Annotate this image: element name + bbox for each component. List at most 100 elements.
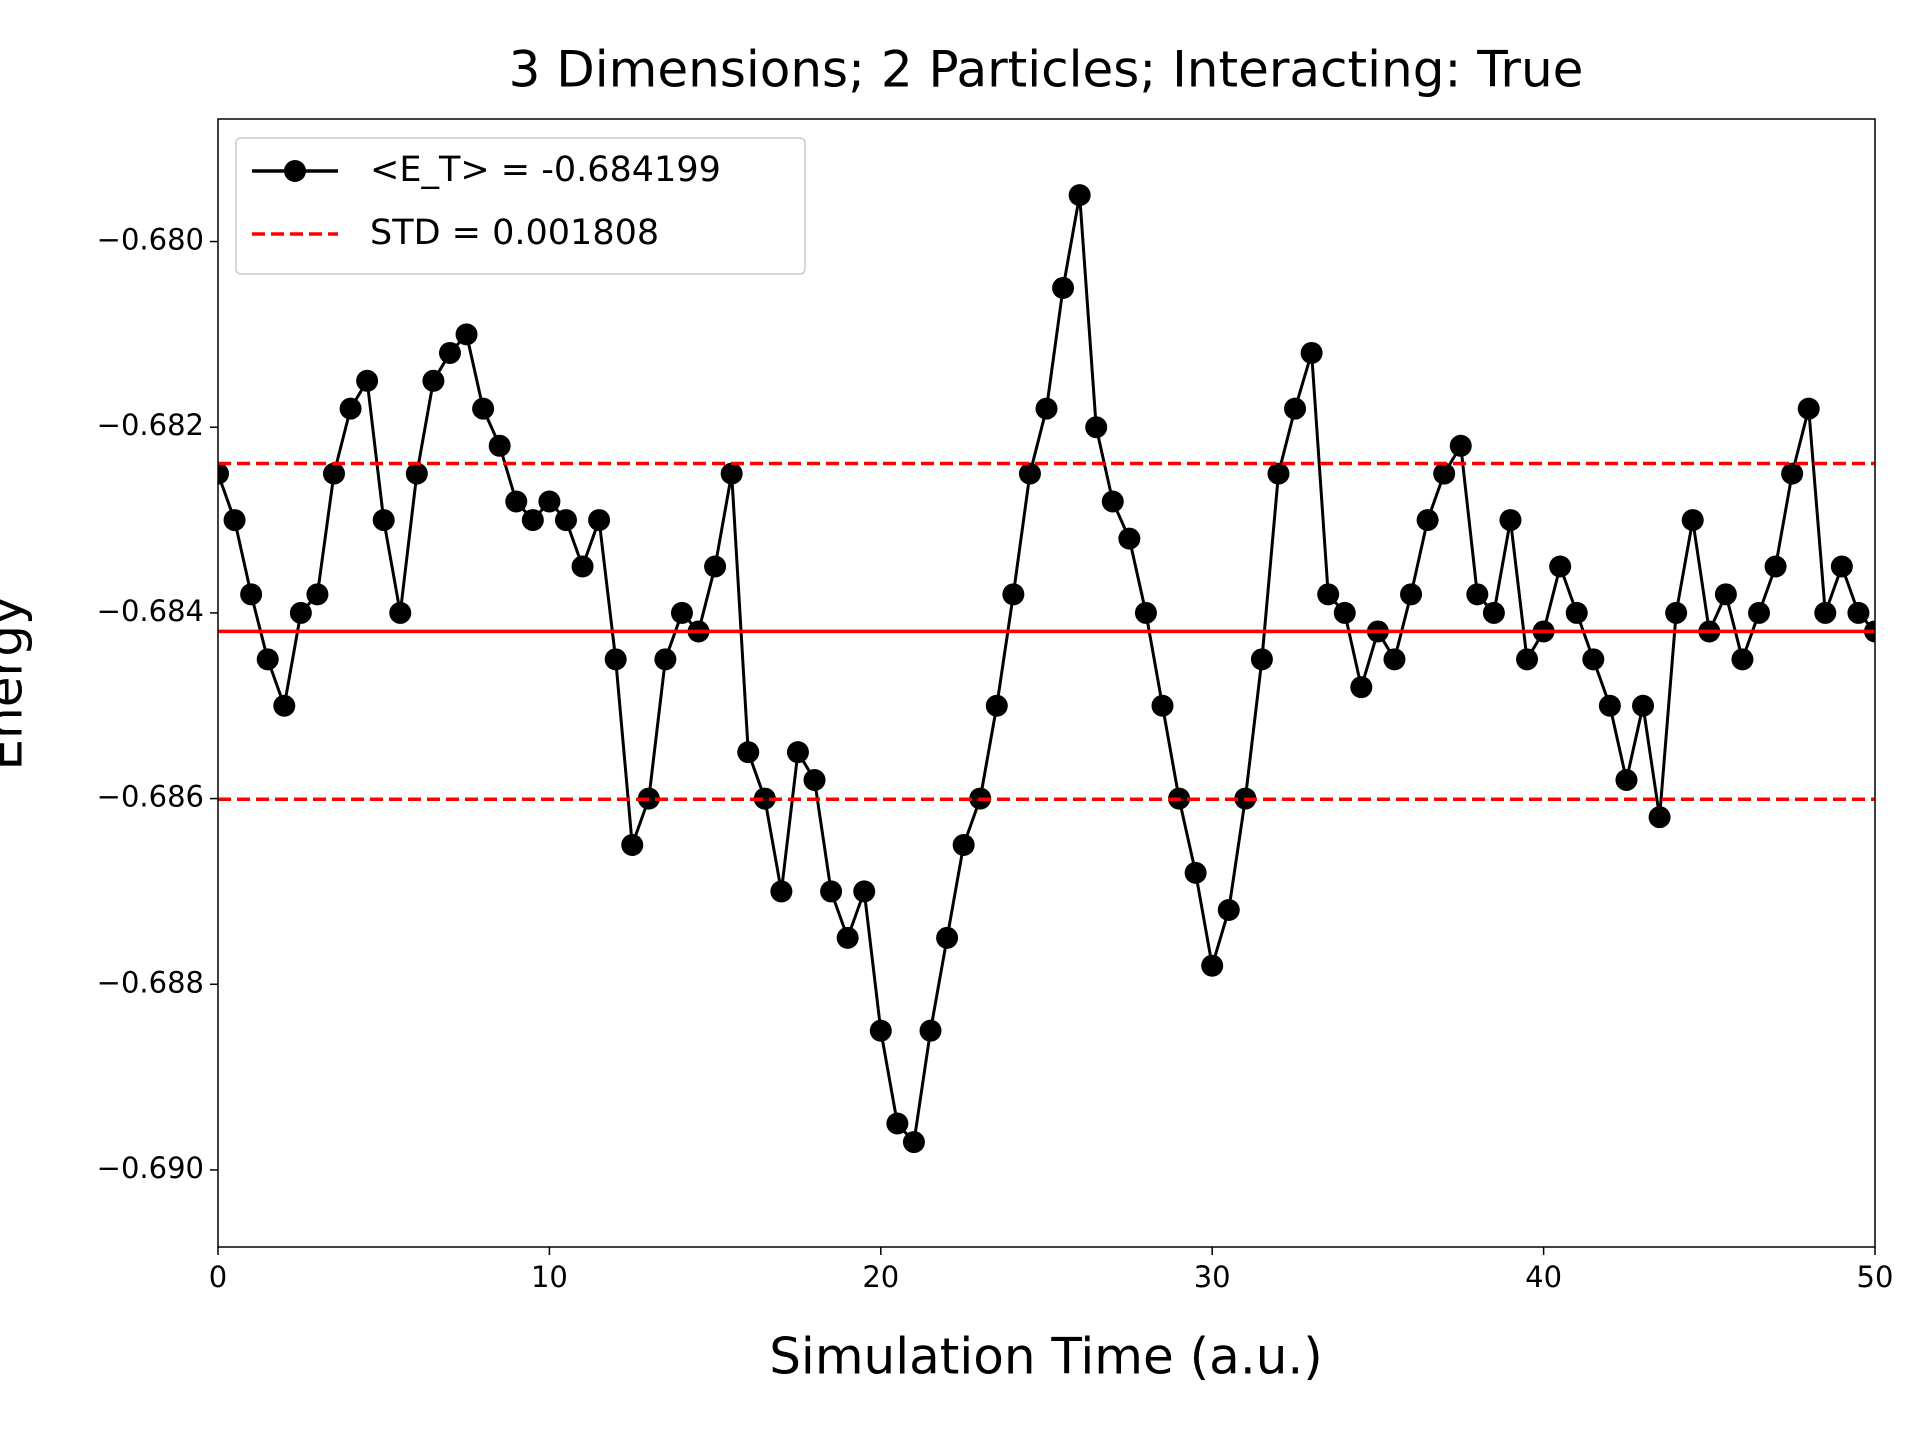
legend-box: [235, 137, 806, 275]
data-point: [985, 694, 1008, 717]
data-point: [1582, 648, 1605, 671]
data-point: [438, 341, 461, 364]
data-point: [952, 834, 975, 857]
data-point: [720, 462, 743, 485]
data-point: [505, 490, 528, 513]
y-tick-label: −0.690: [97, 1151, 204, 1185]
data-point: [1068, 184, 1091, 207]
y-tick-label: −0.682: [97, 408, 204, 442]
data-point: [1317, 583, 1340, 606]
data-point: [1648, 806, 1671, 829]
data-point: [704, 555, 727, 578]
data-point: [786, 741, 809, 764]
chart-title: 3 Dimensions; 2 Particles; Interacting: …: [509, 41, 1584, 99]
data-point: [1383, 648, 1406, 671]
x-tick-label: 10: [531, 1260, 568, 1294]
data-point: [836, 926, 859, 949]
data-point: [306, 583, 329, 606]
data-point: [737, 741, 760, 764]
data-point: [1565, 601, 1588, 624]
y-tick-label: −0.680: [97, 223, 204, 257]
data-point: [1714, 583, 1737, 606]
data-point: [654, 648, 677, 671]
data-point: [372, 509, 395, 532]
data-point: [405, 462, 428, 485]
x-axis-label: Simulation Time (a.u.): [769, 1328, 1323, 1386]
data-point: [1151, 694, 1174, 717]
data-point: [1748, 601, 1771, 624]
data-point: [936, 926, 959, 949]
x-tick-label: 30: [1194, 1260, 1231, 1294]
data-point: [1118, 527, 1141, 550]
data-point: [1018, 462, 1041, 485]
data-point: [1482, 601, 1505, 624]
data-point: [571, 555, 594, 578]
data-point: [1333, 601, 1356, 624]
data-point: [1797, 397, 1820, 420]
data-point: [256, 648, 279, 671]
data-point: [753, 787, 776, 810]
data-point: [1184, 861, 1207, 884]
data-point: [1466, 583, 1489, 606]
data-point: [820, 880, 843, 903]
data-point: [455, 323, 478, 346]
data-point: [1615, 769, 1638, 792]
data-point: [1250, 648, 1273, 671]
data-point: [902, 1131, 925, 1154]
data-point: [670, 601, 693, 624]
data-point: [1350, 676, 1373, 699]
data-point: [1516, 648, 1539, 671]
data-point: [853, 880, 876, 903]
data-point: [621, 834, 644, 857]
data-point: [604, 648, 627, 671]
data-point: [1101, 490, 1124, 513]
x-tick-label: 20: [862, 1260, 899, 1294]
data-point: [869, 1019, 892, 1042]
data-point: [1284, 397, 1307, 420]
data-point: [223, 509, 246, 532]
data-point: [1665, 601, 1688, 624]
data-point: [588, 509, 611, 532]
data-point: [1400, 583, 1423, 606]
data-point: [339, 397, 362, 420]
data-point: [1814, 601, 1837, 624]
data-point: [1598, 694, 1621, 717]
data-point: [488, 434, 511, 457]
y-tick-label: −0.684: [97, 594, 204, 628]
data-point: [1549, 555, 1572, 578]
data-point: [1847, 601, 1870, 624]
y-tick-label: −0.688: [97, 965, 204, 999]
data-point: [1085, 416, 1108, 439]
data-point: [240, 583, 263, 606]
plot-area: [218, 184, 1875, 1154]
data-point: [1416, 509, 1439, 532]
data-point: [1002, 583, 1025, 606]
x-tick-label: 50: [1857, 1260, 1894, 1294]
data-point: [1830, 555, 1853, 578]
data-point: [803, 769, 826, 792]
data-point: [1201, 954, 1224, 977]
data-point: [322, 462, 345, 485]
data-point: [1267, 462, 1290, 485]
legend-label: STD = 0.001808: [370, 213, 659, 253]
data-point: [1052, 276, 1075, 299]
data-point: [1134, 601, 1157, 624]
data-point: [1781, 462, 1804, 485]
data-point: [1764, 555, 1787, 578]
data-point: [770, 880, 793, 903]
data-point: [289, 601, 312, 624]
data-point: [273, 694, 296, 717]
data-point: [554, 509, 577, 532]
y-axis-label: Energy: [0, 595, 34, 770]
data-point: [886, 1112, 909, 1135]
y-tick-label: −0.686: [97, 780, 204, 814]
plot-frame: [217, 118, 1876, 1248]
data-point: [389, 601, 412, 624]
data-point: [1217, 898, 1240, 921]
data-point: [1731, 648, 1754, 671]
x-tick-label: 0: [209, 1260, 227, 1294]
data-point: [1449, 434, 1472, 457]
data-point: [218, 462, 229, 485]
data-point: [1681, 509, 1704, 532]
